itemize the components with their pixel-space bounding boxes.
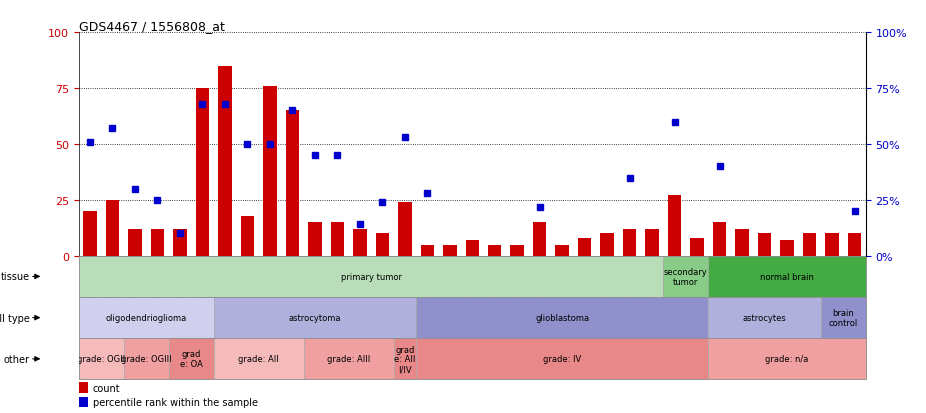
Bar [173, 229, 187, 256]
Bar [124, 338, 169, 380]
Bar [83, 211, 96, 256]
Bar [825, 234, 839, 256]
Text: tissue: tissue [1, 272, 30, 282]
Bar [713, 223, 726, 256]
Bar [708, 297, 820, 338]
Bar [781, 240, 794, 256]
Text: astrocytoma: astrocytoma [289, 313, 341, 322]
Bar [195, 89, 209, 256]
Bar [79, 338, 124, 380]
Bar [308, 223, 321, 256]
Bar [353, 229, 367, 256]
Bar [757, 234, 771, 256]
Bar [398, 203, 411, 256]
Bar [285, 111, 299, 256]
Bar [803, 234, 817, 256]
Bar [708, 256, 866, 297]
Bar [304, 338, 394, 380]
Bar [533, 223, 546, 256]
Bar [376, 234, 389, 256]
Bar [623, 229, 636, 256]
Bar [331, 223, 344, 256]
Text: grade: AIII: grade: AIII [327, 354, 370, 363]
Bar [556, 245, 569, 256]
Text: astrocytes: astrocytes [743, 313, 786, 322]
Text: GDS4467 / 1556808_at: GDS4467 / 1556808_at [79, 20, 225, 33]
Text: secondary
tumor: secondary tumor [664, 267, 707, 286]
Bar [214, 297, 416, 338]
Bar [106, 200, 119, 256]
Bar [708, 338, 866, 380]
Text: glioblastoma: glioblastoma [535, 313, 589, 322]
Bar [79, 256, 663, 297]
Bar [151, 229, 164, 256]
Bar [416, 297, 708, 338]
Bar [79, 382, 88, 393]
Bar [394, 338, 416, 380]
Bar [466, 240, 479, 256]
Bar [488, 245, 502, 256]
Text: other: other [4, 354, 30, 364]
Bar [691, 238, 704, 256]
Bar [79, 297, 214, 338]
Text: percentile rank within the sample: percentile rank within the sample [93, 397, 257, 407]
Text: grad
e: AII
I/IV: grad e: AII I/IV [394, 345, 416, 373]
Bar [578, 238, 592, 256]
Bar [510, 245, 524, 256]
Bar [219, 66, 232, 256]
Text: primary tumor: primary tumor [341, 272, 402, 281]
Bar [263, 87, 277, 256]
Bar [645, 229, 659, 256]
Bar [420, 245, 434, 256]
Bar [214, 338, 304, 380]
Bar [128, 229, 142, 256]
Bar [416, 338, 708, 380]
Bar [169, 338, 214, 380]
Bar [820, 297, 866, 338]
Bar [735, 229, 749, 256]
Text: brain
control: brain control [829, 309, 858, 327]
Bar [443, 245, 457, 256]
Text: grade: OGIII: grade: OGIII [121, 354, 171, 363]
Bar [600, 234, 614, 256]
Text: grade: OGII: grade: OGII [77, 354, 125, 363]
Bar [668, 196, 682, 256]
Text: grade: AII: grade: AII [238, 354, 279, 363]
Text: count: count [93, 383, 120, 393]
Text: grade: IV: grade: IV [543, 354, 582, 363]
Bar [848, 234, 861, 256]
Text: grade: n/a: grade: n/a [766, 354, 808, 363]
Text: normal brain: normal brain [760, 272, 814, 281]
Text: oligodendrioglioma: oligodendrioglioma [106, 313, 187, 322]
Text: cell type: cell type [0, 313, 30, 323]
Bar [663, 256, 708, 297]
Bar [241, 216, 254, 256]
Text: grad
e: OA: grad e: OA [180, 350, 203, 368]
Bar [79, 397, 88, 407]
